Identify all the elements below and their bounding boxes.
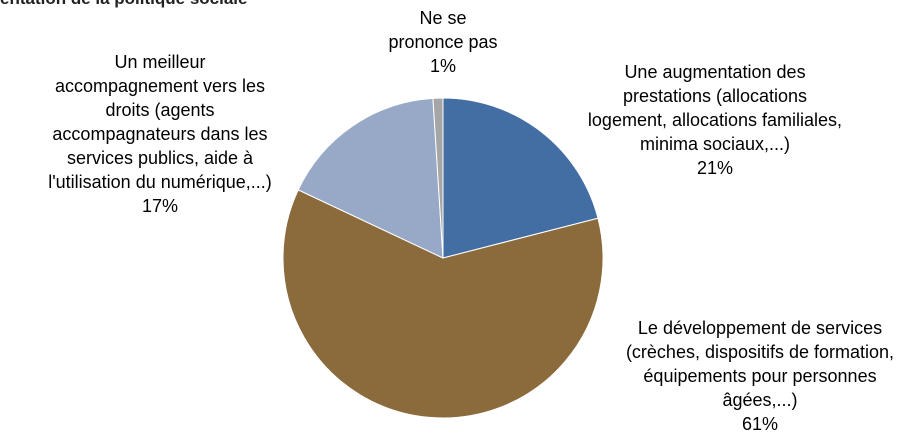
value-label: 17%: [141, 196, 179, 216]
category-label: Le développement de services (crèches, d…: [625, 318, 895, 410]
value-label: 1%: [429, 56, 456, 76]
slice-label: Le développement de services (crèches, d…: [590, 316, 922, 436]
category-label: Ne se prononce pas: [388, 8, 498, 52]
chart-title: entation de la politique sociale: [0, 0, 248, 9]
value-label: 61%: [741, 414, 779, 434]
slice-label: Un meilleur accompagnement vers les droi…: [0, 50, 330, 218]
pie-slice: [282, 189, 604, 419]
slice-label: Ne se prononce pas 1%: [273, 6, 613, 78]
value-label: 21%: [696, 158, 734, 178]
category-label: Une augmentation des prestations (alloca…: [587, 62, 843, 154]
pie-slice: [432, 97, 444, 259]
category-label: Un meilleur accompagnement vers les droi…: [48, 52, 272, 192]
slice-label: Une augmentation des prestations (alloca…: [545, 60, 885, 180]
pie-slice: [442, 97, 599, 259]
pie-slice: [297, 97, 444, 259]
